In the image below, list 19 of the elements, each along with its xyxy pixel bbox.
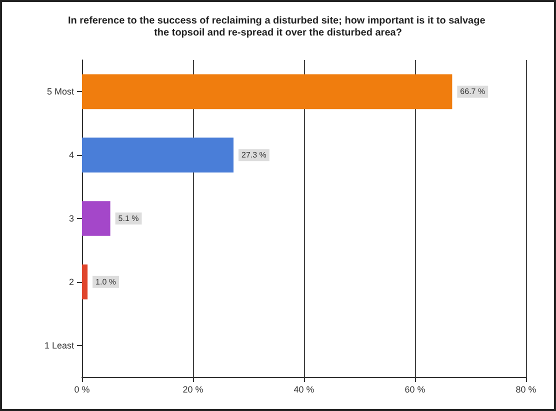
chart-title: In reference to the success of reclaiming a disturbed site; how important is it to salvage the topsoil and re-spread it over the disturbed area? bbox=[68, 16, 488, 38]
y-tick-label: 4 bbox=[68, 150, 74, 160]
data-label: 66.7 % bbox=[460, 87, 486, 96]
x-tick-label: 60 % bbox=[404, 384, 426, 394]
data-label: 1.0 % bbox=[96, 277, 116, 286]
bar bbox=[82, 264, 88, 300]
x-tick-label: 80 % bbox=[516, 384, 536, 394]
y-tick-label: 3 bbox=[68, 214, 74, 224]
y-tick-label: 5 Most bbox=[46, 86, 74, 97]
x-tick-label: 40 % bbox=[294, 384, 314, 394]
data-label: 5.1 % bbox=[118, 214, 139, 223]
bar bbox=[82, 201, 110, 236]
data-label: 27.3 % bbox=[242, 150, 266, 160]
x-tick-label: 0 % bbox=[74, 384, 90, 394]
y-tick-label: 2 bbox=[68, 276, 74, 287]
y-tick-label: 1 Least bbox=[44, 340, 74, 350]
x-tick-label: 20 % bbox=[182, 384, 204, 394]
bar bbox=[82, 138, 234, 173]
bar bbox=[82, 74, 452, 110]
